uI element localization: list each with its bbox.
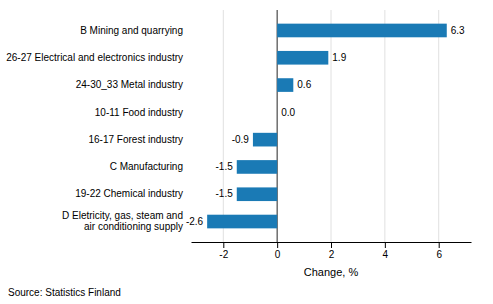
data-label: 1.9: [332, 52, 346, 63]
y-tick-label: 10-11 Food industry: [95, 107, 183, 118]
x-tick-label: 2: [329, 249, 335, 260]
y-tick-label: 16-17 Forest industry: [89, 134, 184, 145]
bar: [277, 24, 447, 38]
x-tick: 4: [383, 242, 389, 260]
bar: [277, 78, 293, 92]
x-tick-mark: [385, 242, 386, 248]
y-tick: 19-22 Chemical industry: [75, 188, 183, 199]
x-tick-mark: [331, 242, 332, 248]
grid-line: [223, 10, 224, 242]
x-axis: -2 0 2 4 6: [192, 242, 472, 260]
zero-line: [277, 10, 278, 242]
grid-line: [331, 10, 332, 242]
bar: [277, 51, 328, 65]
bar: [277, 106, 278, 120]
y-tick: 16-17 Forest industry: [89, 134, 184, 145]
data-labels: -2.6 -1.5 -1.5 -0.9 0.0 0.6 1.9 6.3: [186, 25, 465, 227]
x-tick: -2: [219, 242, 228, 260]
x-tick-label: 6: [436, 249, 442, 260]
y-tick: 26-27 Electrical and electronics industr…: [6, 52, 183, 63]
y-tick-label: 24-30_33 Metal industry: [76, 79, 183, 90]
chart: -2 0 2 4 6 D Eletricity, gas, steam andair co…: [0, 0, 493, 304]
x-tick-label: 0: [275, 249, 281, 260]
x-tick-mark: [223, 242, 224, 248]
bar: [253, 133, 277, 147]
y-tick: C Manufacturing: [110, 161, 183, 172]
y-tick: B Mining and quarrying: [80, 25, 183, 36]
y-tick-label: C Manufacturing: [110, 161, 183, 172]
x-tick: 0: [275, 242, 281, 260]
bar: [237, 160, 277, 174]
y-tick-label: 26-27 Electrical and electronics industr…: [6, 52, 183, 63]
x-tick-mark: [277, 242, 278, 248]
y-tick: 10-11 Food industry: [95, 107, 183, 118]
data-label: -0.9: [232, 134, 250, 145]
grid-line: [384, 10, 385, 242]
grid-line: [277, 10, 278, 242]
x-tick-label: -2: [219, 249, 228, 260]
data-label: -2.6: [186, 216, 204, 227]
data-label: -1.5: [216, 188, 234, 199]
x-tick: 2: [329, 242, 335, 260]
bars: [207, 24, 447, 229]
y-tick-label: 19-22 Chemical industry: [75, 188, 183, 199]
y-tick-label: B Mining and quarrying: [80, 25, 183, 36]
data-label: 6.3: [451, 25, 465, 36]
bar: [207, 215, 277, 229]
x-axis-title: Change, %: [304, 266, 359, 278]
data-label: -1.5: [216, 161, 234, 172]
data-label: 0.6: [297, 79, 311, 90]
plot: -2 0 2 4 6 D Eletricity, gas, steam andair co…: [6, 10, 471, 278]
bar: [237, 187, 277, 201]
y-axis: D Eletricity, gas, steam andair conditio…: [6, 25, 183, 233]
grid: [223, 10, 438, 242]
y-tick-label: D Eletricity, gas, steam andair conditio…: [62, 210, 183, 232]
y-tick: D Eletricity, gas, steam andair conditio…: [62, 210, 183, 232]
annotation: Source: Statistics Finland: [8, 287, 121, 298]
y-tick: 24-30_33 Metal industry: [76, 79, 183, 90]
x-tick-label: 4: [383, 249, 389, 260]
x-tick-mark: [439, 242, 440, 248]
grid-line: [438, 10, 439, 242]
data-label: 0.0: [281, 107, 295, 118]
x-tick: 6: [436, 242, 442, 260]
